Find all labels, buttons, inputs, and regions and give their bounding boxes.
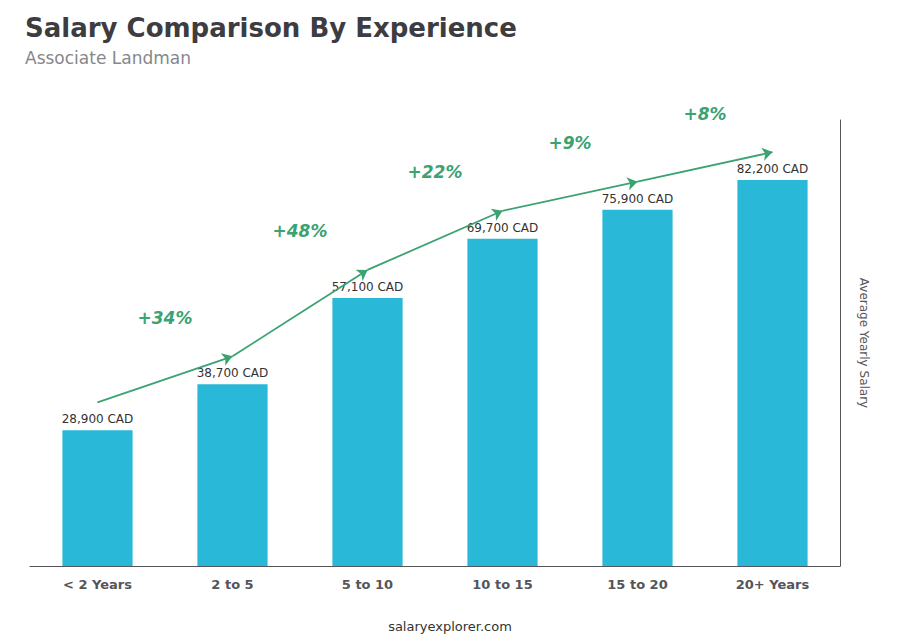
svg-text:82,200 CAD: 82,200 CAD xyxy=(737,162,809,176)
svg-text:Associate Landman: Associate Landman xyxy=(25,48,191,68)
svg-text:2 to 5: 2 to 5 xyxy=(211,577,253,592)
svg-text:69,700 CAD: 69,700 CAD xyxy=(467,221,539,235)
svg-text:+34%: +34% xyxy=(138,308,193,328)
svg-text:+9%: +9% xyxy=(548,133,591,153)
svg-text:10 to 15: 10 to 15 xyxy=(472,577,532,592)
svg-text:75,900 CAD: 75,900 CAD xyxy=(602,192,674,206)
svg-text:+48%: +48% xyxy=(273,221,328,241)
svg-text:Average Yearly Salary: Average Yearly Salary xyxy=(857,278,871,408)
svg-text:< 2 Years: < 2 Years xyxy=(63,577,132,592)
svg-text:5 to 10: 5 to 10 xyxy=(342,577,393,592)
svg-text:+22%: +22% xyxy=(408,162,463,182)
svg-text:57,100 CAD: 57,100 CAD xyxy=(331,279,404,294)
svg-text:20+ Years: 20+ Years xyxy=(736,577,810,592)
svg-text:28,900 CAD: 28,900 CAD xyxy=(62,412,134,426)
svg-text:38,700 CAD: 38,700 CAD xyxy=(197,366,269,380)
svg-text:15 to 20: 15 to 20 xyxy=(607,577,667,592)
svg-text:Salary Comparison By Experienc: Salary Comparison By Experience xyxy=(25,13,517,43)
svg-text:+8%: +8% xyxy=(683,104,726,124)
svg-text:salaryexplorer.com: salaryexplorer.com xyxy=(388,619,512,634)
